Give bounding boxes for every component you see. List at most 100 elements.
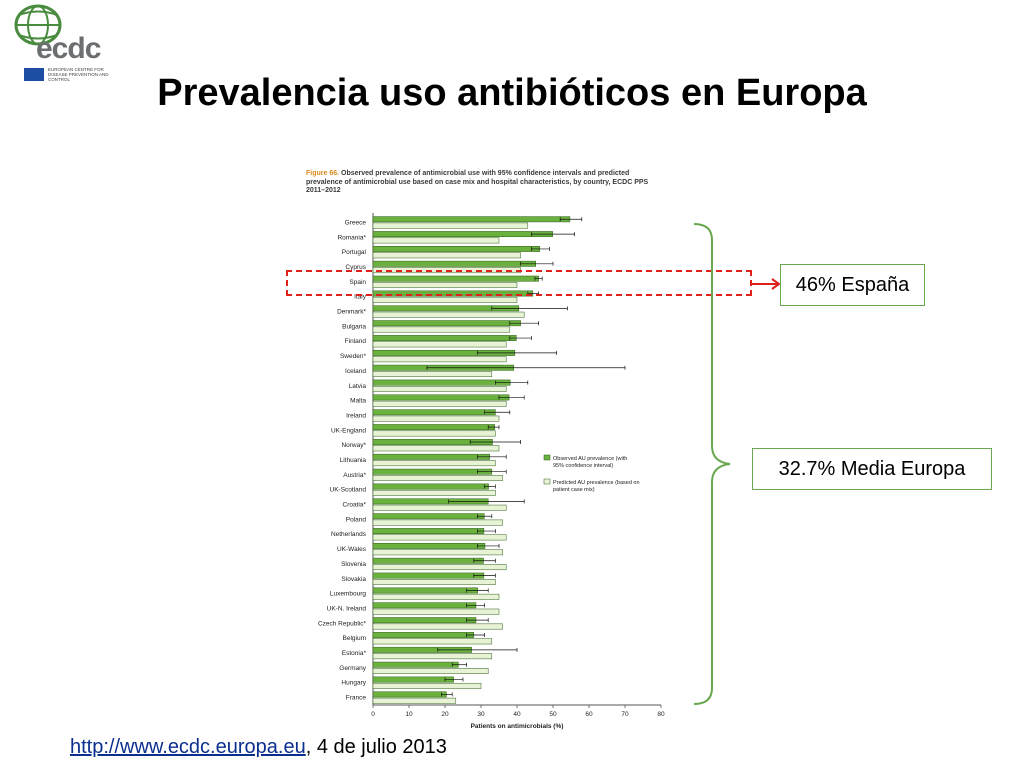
predicted-bar <box>372 415 500 422</box>
predicted-bar <box>372 445 500 452</box>
predicted-bar <box>372 475 503 481</box>
predicted-bar <box>372 593 500 600</box>
category-label: Luxembourg <box>330 591 367 598</box>
category-label: Iceland <box>345 368 366 375</box>
predicted-bar <box>372 504 507 511</box>
predicted-bar <box>372 430 496 437</box>
logo-brand-text: ecdc <box>36 32 101 65</box>
observed-bar <box>372 542 486 549</box>
observed-bar <box>372 528 485 534</box>
europe-mean-callout: 32.7% Media Europa <box>752 448 992 490</box>
spain-highlight-box <box>286 270 752 296</box>
observed-bar <box>372 617 477 624</box>
x-tick-label: 70 <box>621 711 629 718</box>
observed-bar <box>372 632 475 638</box>
globe-icon <box>14 4 62 46</box>
chart-figure: Figure 66. Observed prevalence of antimi… <box>300 168 672 734</box>
figure-caption: Figure 66. Observed prevalence of antimi… <box>306 170 666 196</box>
category-label: France <box>346 695 367 702</box>
x-tick-label: 50 <box>549 711 557 718</box>
figure-caption-text: Observed prevalence of antimicrobial use… <box>306 170 649 194</box>
legend-swatch-observed <box>543 454 551 461</box>
category-label: Austria* <box>343 472 366 479</box>
source-line: http://www.ecdc.europa.eu, 4 de julio 20… <box>70 736 447 759</box>
predicted-bar <box>372 668 489 674</box>
observed-bar <box>372 557 484 564</box>
category-label: Estonia* <box>342 650 367 657</box>
observed-bar <box>372 468 493 475</box>
observed-bar <box>372 453 490 460</box>
predicted-bar <box>372 356 507 363</box>
category-label: Latvia <box>349 383 367 390</box>
observed-bar <box>372 246 540 252</box>
predicted-bar <box>372 252 521 259</box>
observed-bar <box>372 320 521 327</box>
observed-bar <box>372 260 536 267</box>
predicted-bar <box>372 638 493 645</box>
observed-bar <box>372 379 511 386</box>
category-label: Belgium <box>343 635 366 642</box>
category-label: Portugal <box>342 249 367 256</box>
logo-agency-text: EUROPEAN CENTRE FOR DISEASE PREVENTION A… <box>48 67 109 82</box>
predicted-bar <box>372 697 457 704</box>
observed-bar <box>372 424 495 431</box>
category-label: Sweden* <box>340 353 366 360</box>
observed-bar <box>372 483 489 490</box>
predicted-bar <box>372 608 500 615</box>
category-label: Slovakia <box>341 576 366 583</box>
observed-bar <box>372 231 553 238</box>
bar-chart: Greece Romania* Portugal Cyprus Spain Italy De… <box>318 213 665 730</box>
observed-bar <box>372 572 485 579</box>
category-label: Hungary <box>341 680 366 687</box>
x-tick-label: 80 <box>657 711 665 718</box>
predicted-bar <box>372 222 529 229</box>
category-label: Cyprus <box>345 264 366 271</box>
category-label: Italy <box>354 294 367 301</box>
category-label: Bulgaria <box>342 323 366 330</box>
category-label: Germany <box>339 665 366 672</box>
category-label: Malta <box>350 398 366 405</box>
category-label: Norway* <box>341 442 366 449</box>
predicted-bar <box>372 311 525 318</box>
predicted-bar <box>372 653 493 660</box>
legend-swatch-predicted <box>543 478 551 485</box>
category-label: Spain <box>349 279 366 286</box>
figure-caption-label: Figure 66. <box>306 170 340 177</box>
legend-label-observed: Observed AU prevalence (with 95% confiden… <box>553 456 627 469</box>
category-label: Greece <box>345 219 367 226</box>
x-tick-label: 40 <box>513 711 521 718</box>
predicted-bar <box>372 282 518 288</box>
predicted-bar <box>372 579 496 585</box>
predicted-bar <box>372 296 518 303</box>
right-brace-icon <box>693 223 731 705</box>
observed-bar <box>372 602 477 609</box>
predicted-bar <box>372 386 507 392</box>
observed-bar <box>372 587 479 594</box>
category-label: Ireland <box>346 412 366 419</box>
category-label: Finland <box>345 338 367 345</box>
observed-bar <box>372 691 447 698</box>
predicted-bar <box>372 371 493 378</box>
source-link[interactable]: http://www.ecdc.europa.eu <box>70 736 306 758</box>
predicted-bar <box>372 623 503 630</box>
predicted-bar <box>372 682 482 689</box>
x-tick-label: 30 <box>477 711 485 718</box>
observed-bar <box>372 676 454 683</box>
category-label: Poland <box>346 516 367 523</box>
x-tick-label: 20 <box>441 711 449 718</box>
category-label: Slovenia <box>341 561 366 568</box>
predicted-bar <box>372 341 507 348</box>
category-label: Romania* <box>337 234 366 241</box>
slide-title: Prevalencia uso antibióticos en Europa <box>157 72 867 114</box>
observed-bar <box>372 335 517 341</box>
observed-bar <box>372 661 459 668</box>
category-label: UK-Wales <box>337 546 367 553</box>
category-label: Netherlands <box>331 531 367 538</box>
predicted-bar <box>372 564 507 571</box>
x-tick-label: 60 <box>585 711 593 718</box>
observed-bar <box>372 513 485 520</box>
eu-flag-icon <box>24 68 44 81</box>
category-label: Croatia* <box>343 502 367 509</box>
category-label: Czech Republic* <box>318 620 367 627</box>
arrow-icon <box>752 278 781 290</box>
